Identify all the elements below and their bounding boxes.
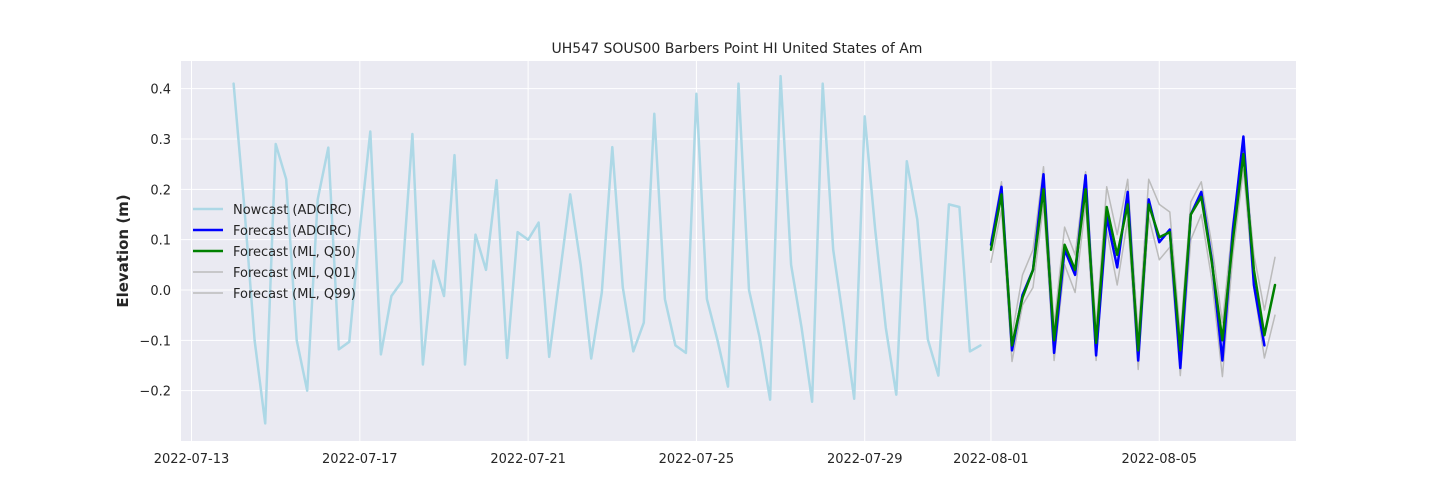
x-axis: 2022-07-13 2022-07-17 2022-07-21 2022-07-25… bbox=[154, 452, 1197, 467]
legend-entry: Nowcast (ADCIRC) bbox=[233, 203, 352, 218]
y-tick-label: −0.1 bbox=[139, 334, 171, 349]
x-tick-label: 2022-07-29 bbox=[827, 452, 903, 467]
x-tick-label: 2022-08-01 bbox=[953, 452, 1029, 467]
y-tick-label: −0.2 bbox=[139, 385, 171, 400]
legend: Nowcast (ADCIRC) Forecast (ADCIRC) Forecas… bbox=[193, 203, 356, 302]
series-line-forecast-ml-q50 bbox=[989, 152, 1277, 352]
y-tick-label: 0.0 bbox=[150, 284, 171, 299]
y-tick-label: 0.2 bbox=[150, 183, 171, 198]
legend-entry: Forecast (ML, Q50) bbox=[233, 245, 356, 260]
x-tick-label: 2022-07-21 bbox=[490, 452, 566, 467]
series-layer bbox=[232, 74, 1277, 425]
legend-entry: Forecast (ML, Q01) bbox=[233, 266, 356, 281]
x-tick-label: 2022-07-13 bbox=[154, 452, 230, 467]
y-axis: −0.2 −0.1 0.0 0.1 0.2 0.3 0.4 bbox=[139, 83, 171, 400]
y-tick-label: 0.3 bbox=[150, 133, 171, 148]
y-tick-label: 0.4 bbox=[150, 83, 171, 98]
y-tick-label: 0.1 bbox=[150, 234, 171, 249]
chart-title: UH547 SOUS00 Barbers Point HI United Sta… bbox=[552, 41, 923, 57]
y-axis-label: Elevation (m) bbox=[114, 194, 132, 307]
x-tick-label: 2022-07-25 bbox=[659, 452, 735, 467]
series-line-nowcast-adcirc bbox=[232, 74, 982, 425]
legend-entry: Forecast (ADCIRC) bbox=[233, 224, 352, 239]
x-tick-label: 2022-08-05 bbox=[1121, 452, 1197, 467]
legend-entry: Forecast (ML, Q99) bbox=[233, 287, 356, 302]
x-tick-label: 2022-07-17 bbox=[322, 452, 398, 467]
